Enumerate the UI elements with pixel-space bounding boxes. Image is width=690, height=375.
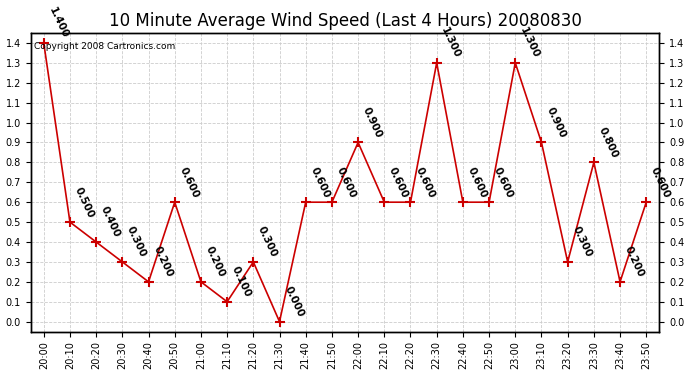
Text: 1.300: 1.300 [518,26,541,60]
Text: 0.300: 0.300 [571,225,593,259]
Text: 0.600: 0.600 [177,165,201,200]
Text: 0.900: 0.900 [361,106,384,140]
Text: Copyright 2008 Cartronics.com: Copyright 2008 Cartronics.com [34,42,175,51]
Text: 0.600: 0.600 [335,165,357,200]
Text: 0.400: 0.400 [99,205,122,239]
Text: 0.800: 0.800 [597,126,620,160]
Text: 0.600: 0.600 [466,165,489,200]
Text: 0.300: 0.300 [256,225,279,259]
Text: 0.600: 0.600 [649,165,672,200]
Text: 0.200: 0.200 [151,245,175,279]
Text: 0.600: 0.600 [308,165,331,200]
Text: 0.300: 0.300 [125,225,148,259]
Text: 0.600: 0.600 [492,165,515,200]
Text: 0.600: 0.600 [413,165,436,200]
Text: 1.300: 1.300 [440,26,462,60]
Text: 1.400: 1.400 [46,6,70,40]
Text: 0.000: 0.000 [282,285,305,319]
Title: 10 Minute Average Wind Speed (Last 4 Hours) 20080830: 10 Minute Average Wind Speed (Last 4 Hou… [108,12,582,30]
Text: 0.200: 0.200 [204,245,227,279]
Text: 0.900: 0.900 [544,106,567,140]
Text: 0.100: 0.100 [230,265,253,299]
Text: 0.500: 0.500 [72,185,96,219]
Text: 0.200: 0.200 [623,245,646,279]
Text: 0.600: 0.600 [387,165,410,200]
